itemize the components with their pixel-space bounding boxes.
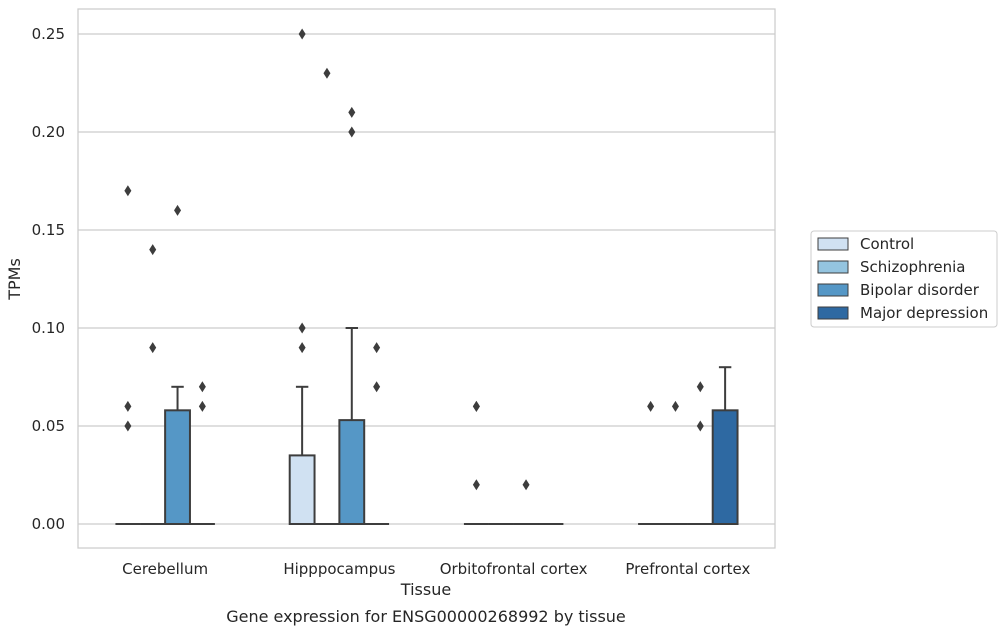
y-tick-label: 0.05 — [32, 417, 65, 435]
legend-label: Control — [860, 235, 914, 253]
outlier-point — [298, 28, 306, 40]
box-major-depression — [711, 366, 739, 526]
outlier-point — [174, 204, 182, 216]
box-major-depression — [189, 381, 215, 525]
y-tick-label: 0.25 — [32, 25, 65, 43]
y-tick-label: 0.10 — [32, 319, 65, 337]
box-control — [288, 28, 316, 525]
box-schizophrenia — [314, 67, 340, 525]
outlier-point — [647, 400, 655, 412]
x-tick-label: Hipppocampus — [283, 560, 395, 578]
outlier-point — [149, 342, 157, 354]
y-tick-labels: 0.00 0.05 0.10 0.15 0.20 0.25 — [32, 25, 65, 533]
outlier-point — [298, 342, 306, 354]
outlier-point — [198, 381, 206, 393]
legend-label: Bipolar disorder — [860, 281, 980, 299]
box-body — [711, 409, 739, 526]
outlier-point — [124, 185, 132, 197]
box-bipolar-disorder — [164, 204, 191, 526]
x-tick-labels: Cerebellum Hipppocampus Orbitofrontal cort… — [122, 560, 750, 578]
box-bipolar-disorder — [513, 479, 539, 525]
box-body — [338, 419, 366, 525]
box-schizophrenia — [663, 400, 688, 525]
legend-label: Schizophrenia — [860, 258, 965, 276]
x-tick-label: Orbitofrontal cortex — [440, 560, 588, 578]
outlier-point — [472, 479, 480, 491]
legend-label: Major depression — [860, 304, 988, 322]
legend-swatch — [817, 283, 849, 297]
outlier-point — [298, 322, 306, 334]
outlier-point — [149, 244, 157, 256]
outlier-point — [348, 126, 356, 138]
plot-background — [78, 9, 775, 548]
box-bipolar-disorder — [338, 106, 366, 525]
outlier-point — [124, 420, 132, 432]
legend-swatch — [817, 237, 849, 251]
y-axis-title: TPMs — [5, 258, 24, 301]
y-tick-label: 0.20 — [32, 123, 65, 141]
box-body — [164, 409, 191, 526]
box-control — [115, 185, 141, 525]
box-control — [638, 400, 664, 525]
box-major-depression — [364, 342, 390, 525]
legend-swatch — [817, 260, 849, 274]
box-body — [288, 454, 316, 525]
x-tick-label: Prefrontal cortex — [625, 560, 750, 578]
legend-frame — [810, 230, 998, 328]
outlier-point — [373, 342, 381, 354]
y-tick-label: 0.15 — [32, 221, 65, 239]
outlier-point — [472, 400, 480, 412]
outlier-point — [124, 400, 132, 412]
outlier-point — [198, 400, 206, 412]
box-series — [115, 28, 739, 526]
outlier-point — [373, 381, 381, 393]
legend: Control Schizophrenia Bipolar disorder Majo… — [810, 230, 998, 328]
x-axis-title: Tissue — [400, 580, 451, 599]
legend-items: Control Schizophrenia Bipolar disorder Majo… — [817, 235, 988, 322]
outlier-point — [522, 479, 530, 491]
chart-caption: Gene expression for ENSG00000268992 by t… — [226, 607, 626, 626]
plot-frame — [77, 8, 776, 549]
outlier-point — [323, 67, 331, 79]
x-tick-label: Cerebellum — [122, 560, 208, 578]
outlier-point — [696, 381, 704, 393]
outlier-point — [348, 106, 356, 118]
outlier-point — [671, 400, 679, 412]
box-schizophrenia — [140, 244, 166, 525]
legend-swatch — [817, 306, 849, 320]
y-tick-label: 0.00 — [32, 515, 65, 533]
outlier-point — [696, 420, 704, 432]
box-bipolar-disorder — [687, 381, 713, 525]
box-control — [463, 400, 489, 525]
